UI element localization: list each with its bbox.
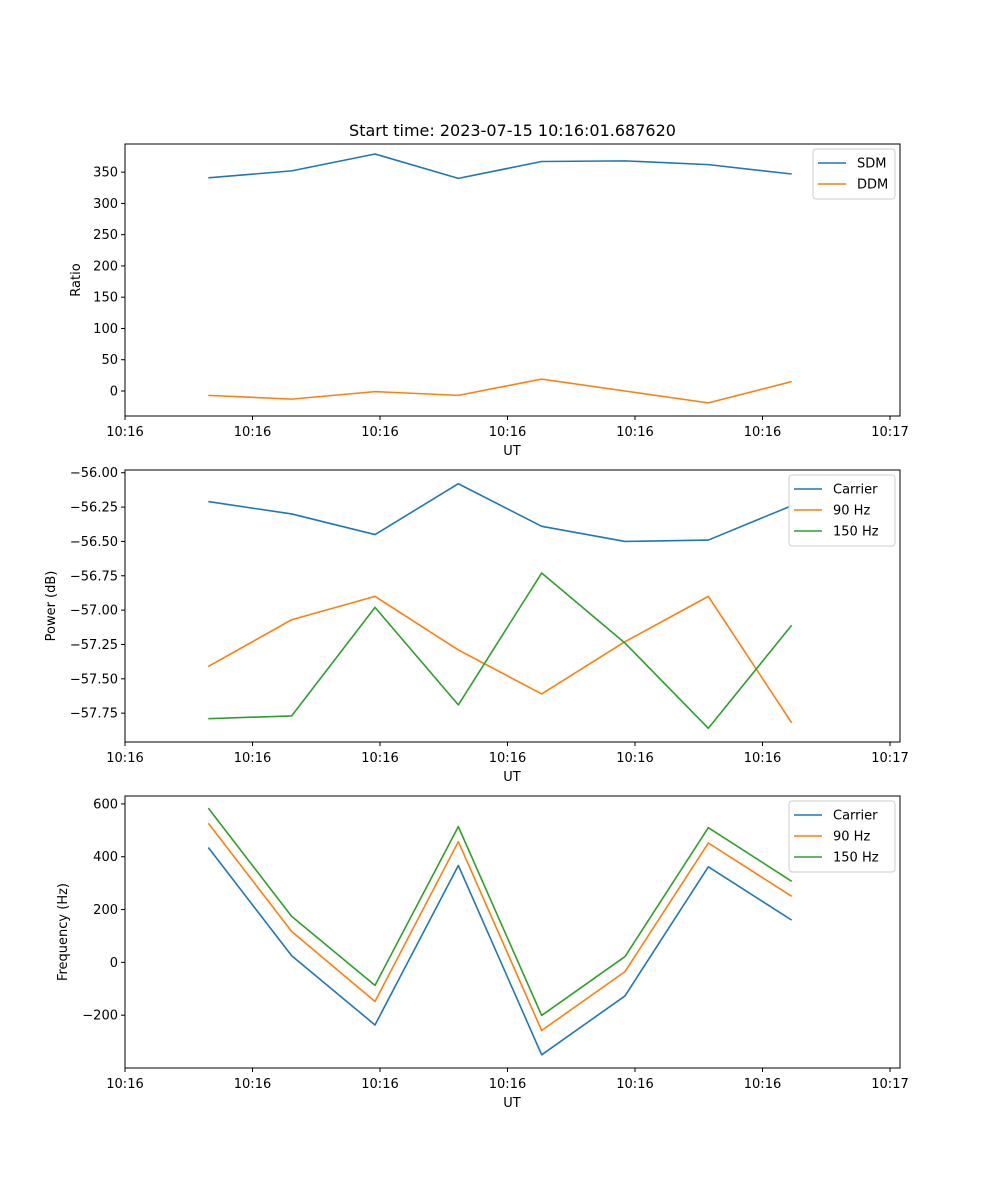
x-tick-label: 10:16 — [744, 1077, 781, 1092]
y-axis-label: Power (dB) — [44, 571, 59, 642]
series-line-sdm — [208, 153, 792, 180]
x-tick-label: 10:16 — [489, 425, 526, 440]
series-line-150-hz — [207, 807, 793, 1017]
legend-label: 150 Hz — [833, 525, 879, 540]
x-tick-label: 10:17 — [871, 1077, 908, 1092]
legend-label: 90 Hz — [833, 504, 870, 519]
series-line-90-hz — [207, 595, 793, 724]
y-tick-label: −56.00 — [70, 466, 118, 481]
y-tick-label: −57.00 — [70, 604, 118, 619]
y-tick-label: −200 — [82, 1009, 118, 1024]
y-tick-label: −56.50 — [70, 535, 118, 550]
y-tick-label: 50 — [101, 353, 118, 368]
x-tick-label: 10:16 — [234, 751, 271, 766]
x-axis-label: UT — [503, 444, 521, 459]
y-tick-label: −56.75 — [70, 569, 118, 584]
y-tick-label: −57.25 — [70, 638, 118, 653]
legend: SDM DDM — [812, 148, 896, 200]
series-line-150-hz — [208, 572, 793, 730]
y-tick-label: −57.50 — [70, 672, 118, 687]
y-axis-label: Ratio — [69, 263, 84, 296]
legend-label: DDM — [857, 178, 888, 193]
axes-frame — [124, 795, 901, 1069]
series-line-ddm — [208, 378, 792, 404]
legend-box — [812, 148, 896, 200]
x-tick-label: 10:16 — [106, 425, 143, 440]
series-line-carrier — [208, 482, 792, 543]
x-tick-label: 10:16 — [616, 751, 653, 766]
axes-frame — [124, 143, 901, 417]
x-tick-label: 10:16 — [106, 1077, 143, 1092]
x-tick-label: 10:16 — [616, 425, 653, 440]
x-tick-label: 10:16 — [489, 1077, 526, 1092]
chart-1: 10:16 10:16 10:16 10:16 10:16 10:16 10:17 0 50 10… — [69, 143, 909, 459]
legend-label: Carrier — [833, 483, 878, 498]
x-tick-label: 10:16 — [106, 751, 143, 766]
x-tick-label: 10:16 — [744, 425, 781, 440]
y-axis-label: Frequency (Hz) — [56, 883, 71, 981]
x-tick-label: 10:16 — [234, 1077, 271, 1092]
legend-box — [788, 800, 896, 873]
y-tick-label: 0 — [110, 956, 118, 971]
legend-label: 90 Hz — [833, 830, 870, 845]
y-tick-label: 600 — [93, 797, 118, 812]
y-tick-label: −57.75 — [70, 707, 118, 722]
chart-3: 10:16 10:16 10:16 10:16 10:16 10:16 10:17 −200 0… — [56, 795, 909, 1111]
legend-label: SDM — [857, 157, 886, 172]
y-tick-label: 100 — [93, 322, 118, 337]
y-tick-label: 200 — [93, 903, 118, 918]
legend-label: Carrier — [833, 809, 878, 824]
x-axis-label: UT — [503, 1096, 521, 1111]
y-tick-label: 400 — [93, 850, 118, 865]
legend-box — [788, 474, 896, 547]
legend: Carrier 90 Hz 150 Hz — [788, 800, 896, 873]
series-line-carrier — [207, 847, 793, 1056]
x-tick-label: 10:16 — [744, 751, 781, 766]
x-tick-label: 10:16 — [616, 1077, 653, 1092]
plots-container: 10:16 10:16 10:16 10:16 10:16 10:16 10:17 0 50 10… — [44, 143, 909, 1111]
x-tick-label: 10:16 — [234, 425, 271, 440]
y-tick-label: 150 — [93, 291, 118, 306]
series-line-90-hz — [207, 822, 793, 1032]
y-tick-label: 200 — [93, 259, 118, 274]
x-tick-label: 10:17 — [871, 751, 908, 766]
axes-frame — [124, 469, 901, 743]
chart-2: 10:16 10:16 10:16 10:16 10:16 10:16 10:17 −57.7… — [44, 466, 909, 785]
x-tick-label: 10:16 — [361, 425, 398, 440]
x-tick-label: 10:16 — [361, 751, 398, 766]
x-tick-label: 10:16 — [361, 1077, 398, 1092]
figure-title: Start time: 2023-07-15 10:16:01.687620 — [349, 121, 676, 140]
y-tick-label: 250 — [93, 228, 118, 243]
legend: Carrier 90 Hz 150 Hz — [788, 474, 896, 547]
x-tick-label: 10:16 — [489, 751, 526, 766]
y-tick-label: −56.25 — [70, 501, 118, 516]
y-tick-label: 300 — [93, 197, 118, 212]
y-tick-label: 0 — [110, 384, 118, 399]
legend-label: 150 Hz — [833, 851, 879, 866]
x-tick-label: 10:17 — [871, 425, 908, 440]
x-axis-label: UT — [503, 770, 521, 785]
y-tick-label: 350 — [93, 166, 118, 181]
